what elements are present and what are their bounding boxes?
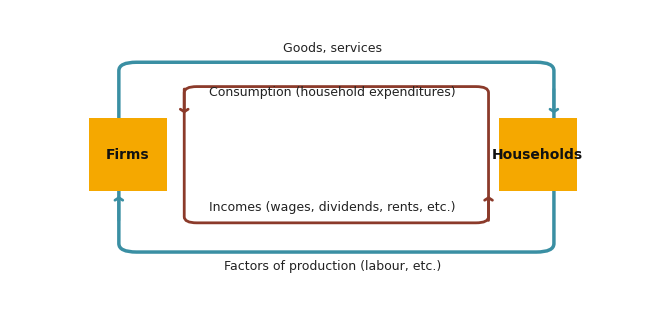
Text: Goods, services: Goods, services [283,42,382,55]
Text: Firms: Firms [106,148,149,162]
Text: Incomes (wages, dividends, rents, etc.): Incomes (wages, dividends, rents, etc.) [210,201,456,214]
FancyBboxPatch shape [89,118,167,191]
Text: Factors of production (labour, etc.): Factors of production (labour, etc.) [224,260,441,273]
FancyBboxPatch shape [498,118,576,191]
Text: Consumption (household expenditures): Consumption (household expenditures) [209,86,456,99]
Text: Households: Households [492,148,583,162]
